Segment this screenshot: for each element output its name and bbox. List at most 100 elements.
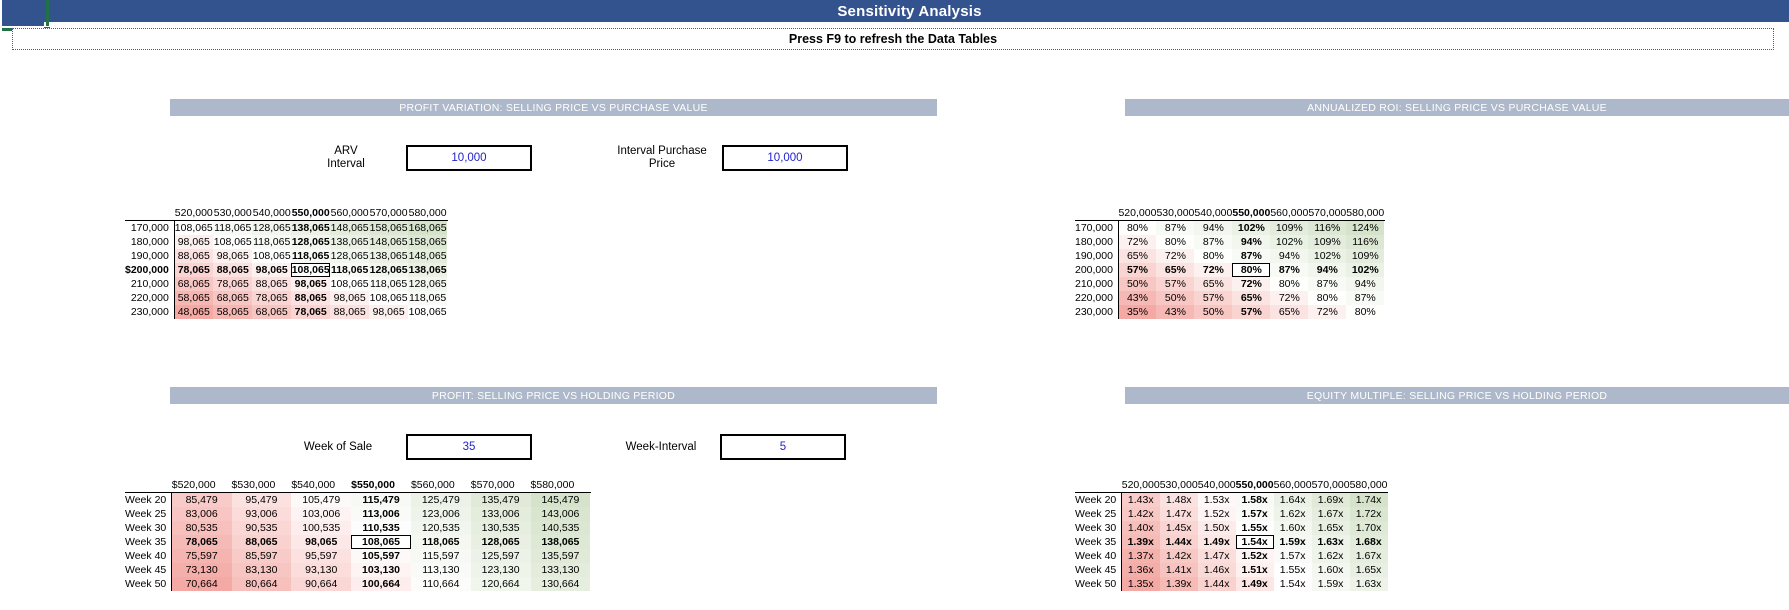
table-cell[interactable]: 1.70x: [1349, 521, 1388, 535]
table-cell[interactable]: 148,065: [369, 235, 409, 249]
table-cell[interactable]: 98,065: [330, 291, 370, 305]
table-cell[interactable]: 88,065: [252, 277, 292, 291]
table-cell[interactable]: 83,130: [231, 563, 292, 577]
table-cell[interactable]: 68,065: [213, 291, 253, 305]
table-cell[interactable]: 1.42x: [1159, 549, 1198, 563]
table-cell[interactable]: 72%: [1194, 263, 1233, 277]
table-cell[interactable]: 50%: [1156, 291, 1195, 305]
table-cell[interactable]: 88,065: [213, 263, 253, 277]
table-cell[interactable]: 65%: [1156, 263, 1195, 277]
table-cell[interactable]: 85,597: [231, 549, 292, 563]
interval-purchase-price-input[interactable]: 10,000: [722, 145, 848, 171]
table-cell[interactable]: 1.39x: [1159, 577, 1198, 591]
table-cell[interactable]: 118,065: [330, 263, 370, 277]
table-cell[interactable]: 57%: [1232, 305, 1271, 319]
table-cell[interactable]: 94%: [1232, 235, 1271, 249]
table-cell[interactable]: 80%: [1270, 277, 1309, 291]
table-cell[interactable]: 135,597: [530, 549, 591, 563]
table-cell[interactable]: 72%: [1156, 249, 1195, 263]
table-cell[interactable]: 1.42x: [1121, 507, 1160, 521]
table-cell[interactable]: 1.40x: [1121, 521, 1160, 535]
table-cell[interactable]: 1.57x: [1273, 549, 1312, 563]
table-cell[interactable]: 43%: [1156, 305, 1195, 319]
table-cell[interactable]: 87%: [1232, 249, 1271, 263]
table-cell[interactable]: 80,664: [231, 577, 292, 591]
table-cell[interactable]: 88,065: [231, 535, 292, 549]
table-cell[interactable]: 70,664: [171, 577, 232, 591]
table-cell[interactable]: 1.47x: [1159, 507, 1198, 521]
table-cell[interactable]: 1.47x: [1197, 549, 1236, 563]
table-cell[interactable]: 105,597: [351, 549, 411, 563]
table-cell[interactable]: 98,065: [213, 249, 253, 263]
table-cell[interactable]: 68,065: [252, 305, 292, 319]
table-cell[interactable]: 88,065: [174, 249, 214, 263]
table-cell[interactable]: 1.60x: [1311, 563, 1350, 577]
table-cell[interactable]: 138,065: [369, 249, 409, 263]
table-cell[interactable]: 113,130: [410, 563, 471, 577]
table-cell[interactable]: 148,065: [408, 249, 448, 263]
table-cell[interactable]: 95,479: [231, 492, 292, 507]
table-cell[interactable]: 58,065: [174, 291, 214, 305]
table-cell[interactable]: 1.52x: [1197, 507, 1236, 521]
table-cell[interactable]: 158,065: [369, 220, 409, 235]
table-cell[interactable]: 1.57x: [1235, 507, 1274, 521]
table-cell[interactable]: 158,065: [408, 235, 448, 249]
table-cell[interactable]: 1.44x: [1197, 577, 1236, 591]
week-interval-input[interactable]: 5: [720, 434, 846, 460]
table-cell[interactable]: 98,065: [291, 277, 331, 291]
table-cell[interactable]: 128,065: [252, 220, 292, 235]
table-cell[interactable]: 113,006: [351, 507, 411, 521]
table-cell[interactable]: 124%: [1346, 220, 1385, 235]
table-cell[interactable]: 138,065: [330, 235, 370, 249]
table-cell[interactable]: 109%: [1270, 220, 1309, 235]
table-cell[interactable]: 118,065: [291, 249, 331, 263]
table-cell[interactable]: 87%: [1308, 277, 1347, 291]
table-cell[interactable]: 85,479: [171, 492, 232, 507]
table-cell[interactable]: 102%: [1308, 249, 1347, 263]
table-cell[interactable]: 120,664: [470, 577, 531, 591]
table-cell[interactable]: 87%: [1346, 291, 1385, 305]
table-cell[interactable]: 78,065: [174, 263, 214, 277]
table-cell[interactable]: 83,006: [171, 507, 232, 521]
table-cell[interactable]: 123,006: [410, 507, 471, 521]
table-cell[interactable]: 108,065: [408, 305, 448, 319]
table-cell[interactable]: 108,065: [213, 235, 253, 249]
table-cell[interactable]: 1.72x: [1349, 507, 1388, 521]
table-cell[interactable]: 98,065: [252, 263, 292, 277]
table-cell[interactable]: 80%: [1156, 235, 1195, 249]
table-cell[interactable]: 78,065: [291, 305, 331, 319]
table-cell[interactable]: 1.67x: [1349, 549, 1388, 563]
table-cell[interactable]: 68,065: [174, 277, 214, 291]
table-cell[interactable]: 1.49x: [1235, 577, 1274, 591]
table-cell[interactable]: 98,065: [369, 305, 409, 319]
table-cell[interactable]: 1.60x: [1273, 521, 1312, 535]
table-cell[interactable]: 93,130: [291, 563, 352, 577]
table-cell[interactable]: 135,479: [470, 492, 531, 507]
week-of-sale-input[interactable]: 35: [406, 434, 532, 460]
table-cell[interactable]: 1.59x: [1311, 577, 1350, 591]
table-cell[interactable]: 138,065: [408, 263, 448, 277]
table-cell[interactable]: 1.55x: [1273, 563, 1312, 577]
table-cell[interactable]: 1.48x: [1159, 492, 1198, 507]
table-cell[interactable]: 133,006: [470, 507, 531, 521]
highlighted-cell[interactable]: 108,065: [351, 535, 411, 549]
table-cell[interactable]: 80%: [1346, 305, 1385, 319]
table-cell[interactable]: 118,065: [252, 235, 292, 249]
table-cell[interactable]: 50%: [1118, 277, 1157, 291]
table-cell[interactable]: 109%: [1346, 249, 1385, 263]
table-cell[interactable]: 1.63x: [1349, 577, 1388, 591]
table-cell[interactable]: 1.53x: [1197, 492, 1236, 507]
table-cell[interactable]: 118,065: [369, 277, 409, 291]
table-cell[interactable]: 65%: [1118, 249, 1157, 263]
table-cell[interactable]: 72%: [1308, 305, 1347, 319]
table-cell[interactable]: 98,065: [291, 535, 352, 549]
table-cell[interactable]: 48,065: [174, 305, 214, 319]
table-cell[interactable]: 94%: [1194, 220, 1233, 235]
table-cell[interactable]: 115,597: [410, 549, 471, 563]
table-cell[interactable]: 1.50x: [1197, 521, 1236, 535]
arv-interval-input[interactable]: 10,000: [406, 145, 532, 171]
table-cell[interactable]: 90,664: [291, 577, 352, 591]
table-cell[interactable]: 80%: [1308, 291, 1347, 305]
table-cell[interactable]: 65%: [1232, 291, 1271, 305]
table-cell[interactable]: 123,130: [470, 563, 531, 577]
